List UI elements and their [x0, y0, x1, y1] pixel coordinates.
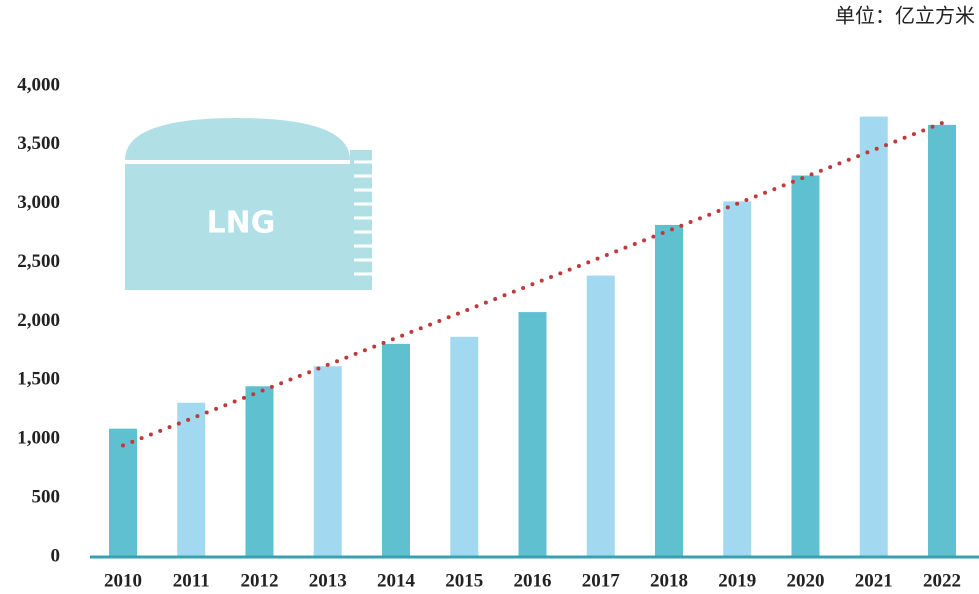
x-tick-label: 2011: [173, 570, 210, 591]
x-tick-label: 2014: [377, 570, 416, 591]
bar: [519, 312, 547, 557]
bar: [928, 125, 956, 557]
x-tick-label: 2022: [923, 570, 961, 591]
bar: [655, 225, 683, 557]
tank-dome: [125, 118, 350, 160]
x-tick-label: 2017: [582, 570, 621, 591]
y-tick-label: 3,000: [17, 192, 60, 213]
x-tick-label: 2020: [787, 570, 825, 591]
x-tick-label: 2010: [104, 570, 142, 591]
x-tick-label: 2019: [718, 570, 756, 591]
bar: [314, 366, 342, 557]
bar: [860, 117, 888, 557]
x-tick-label: 2021: [855, 570, 893, 591]
y-tick-label: 500: [32, 486, 61, 507]
y-tick-label: 4,000: [17, 74, 60, 95]
y-tick-label: 0: [51, 545, 61, 566]
x-tick-label: 2015: [445, 570, 483, 591]
x-tick-label: 2018: [650, 570, 688, 591]
y-tick-label: 3,500: [17, 133, 60, 154]
tank-ladder: [350, 150, 372, 290]
bar: [177, 403, 205, 557]
lng-tank: LNG: [125, 118, 372, 290]
bar: [792, 175, 820, 557]
y-tick-label: 1,500: [17, 369, 60, 390]
y-tick-label: 2,500: [17, 251, 60, 272]
y-tick-label: 1,000: [17, 428, 60, 449]
bar: [246, 386, 274, 557]
bar: [450, 337, 478, 557]
unit-label: 单位：亿立方米: [835, 5, 975, 28]
x-tick-label: 2016: [514, 570, 552, 591]
tank-label: LNG: [207, 206, 276, 241]
bar: [109, 429, 137, 557]
y-tick-label: 2,000: [17, 310, 60, 331]
x-tick-label: 2013: [309, 570, 347, 591]
chart: 单位：亿立方米 LNG 0 500 1,000 1,500 2,000 2,500 3,00…: [0, 0, 979, 594]
x-tick-label: 2012: [241, 570, 279, 591]
bar: [382, 344, 410, 557]
bar: [723, 201, 751, 557]
bar: [587, 276, 615, 557]
